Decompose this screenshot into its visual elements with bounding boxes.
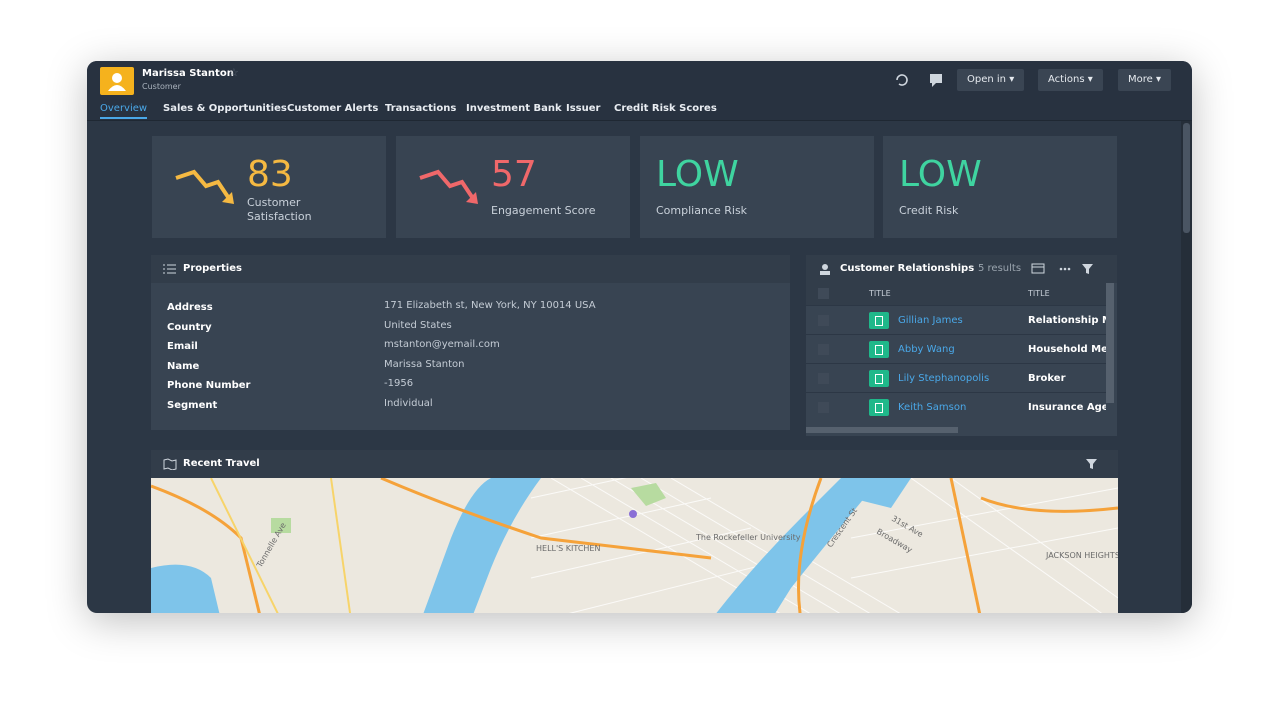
kpi-label: Customer Satisfaction: [247, 196, 312, 223]
column-header[interactable]: TITLE: [869, 289, 891, 298]
avatar: [100, 67, 134, 95]
kpi-value: 83: [247, 154, 293, 195]
table-row[interactable]: Lily Stephanopolis Broker: [806, 363, 1106, 392]
table-row[interactable]: Gillian James Relationship Ma: [806, 305, 1106, 334]
relationship-title: Insurance Agen: [1028, 402, 1106, 413]
checkbox[interactable]: [818, 344, 829, 355]
tab[interactable]: Investment Bank: [466, 103, 562, 114]
property-value: Individual: [384, 398, 433, 409]
property-label: Country: [167, 321, 212, 333]
document-glyph: [875, 316, 883, 326]
property-label: Email: [167, 341, 198, 353]
relationship-title: Relationship Ma: [1028, 315, 1106, 326]
list-icon: [163, 264, 176, 274]
kpi-card: 57 Engagement Score: [396, 136, 630, 238]
map-label: JACKSON HEIGHTS: [1045, 551, 1118, 560]
kpi-value: LOW: [899, 154, 982, 195]
more-button[interactable]: More ▾: [1118, 69, 1171, 91]
scroll-thumb[interactable]: [1106, 283, 1114, 403]
scroll-thumb[interactable]: [806, 427, 958, 433]
property-label: Address: [167, 302, 213, 313]
tab[interactable]: Sales & Opportunities: [163, 103, 287, 114]
property-value: Marissa Stanton: [384, 358, 465, 370]
property-label: Name: [167, 360, 200, 372]
favorite-star[interactable]: ☆: [229, 66, 239, 79]
avatar-icon: [108, 73, 126, 91]
open-in-button[interactable]: Open in ▾: [957, 69, 1025, 91]
map-label: HELL'S KITCHEN: [536, 544, 600, 553]
map-icon: [163, 458, 177, 470]
kpi-label: Engagement Score: [491, 204, 596, 217]
document-icon: [869, 370, 889, 387]
property-label: Phone Number: [167, 380, 251, 392]
header-bar: Marissa Stanton ☆ Customer Open in ▾ Act…: [87, 61, 1192, 121]
panel-title: Customer Relationships: [840, 263, 975, 274]
property-value: -1956: [384, 378, 414, 390]
result-count: 5 results: [978, 263, 1022, 274]
actions-button[interactable]: Actions ▾: [1038, 69, 1103, 91]
tab[interactable]: Transactions: [385, 103, 457, 114]
tab[interactable]: Overview: [100, 103, 148, 119]
table-header: TITLE TITLE: [806, 283, 1106, 305]
relationships-panel: Customer Relationships 5 results TITLE TI…: [806, 255, 1117, 436]
app-window: Marissa Stanton ☆ Customer Open in ▾ Act…: [87, 61, 1192, 613]
map[interactable]: HELL'S KITCHEN The Rockefeller Universit…: [151, 478, 1118, 613]
relationship-name[interactable]: Lily Stephanopolis: [898, 373, 990, 384]
scrollbar[interactable]: [1181, 121, 1192, 613]
checkbox[interactable]: [818, 315, 829, 326]
relationship-name[interactable]: Abby Wang: [898, 344, 955, 355]
panel-title: Properties: [183, 263, 242, 274]
relationship-name[interactable]: Keith Samson: [898, 402, 967, 413]
property-value: mstanton@yemail.com: [384, 339, 500, 351]
properties-panel: Properties Address 171 Elizabeth st, New …: [151, 255, 790, 430]
tab[interactable]: Credit Risk Scores: [614, 103, 717, 114]
checkbox[interactable]: [818, 402, 829, 413]
kpi-card: LOW Compliance Risk: [640, 136, 874, 238]
kpi-value: LOW: [656, 154, 739, 195]
button-label: Open in: [967, 74, 1007, 85]
header-icons[interactable]: [893, 71, 953, 89]
document-glyph: [875, 345, 883, 355]
tab[interactable]: Issuer: [566, 103, 601, 114]
table-row[interactable]: Abby Wang Household Men: [806, 334, 1106, 363]
relationship-title: Household Men: [1028, 344, 1106, 355]
relationship-name[interactable]: Gillian James: [898, 315, 963, 326]
filter-icon[interactable]: [1086, 458, 1098, 470]
table-row[interactable]: Keith Samson Insurance Agen: [806, 392, 1106, 421]
relationship-title: Broker: [1028, 373, 1066, 384]
document-glyph: [875, 374, 883, 384]
button-label: More: [1128, 74, 1153, 85]
tab[interactable]: Customer Alerts: [287, 103, 379, 114]
customer-type: Customer: [142, 82, 181, 91]
checkbox[interactable]: [818, 373, 829, 384]
people-icon: [820, 264, 830, 275]
property-label: Segment: [167, 400, 218, 411]
trend-icon: [175, 169, 234, 204]
customer-name: Marissa Stanton: [142, 68, 234, 79]
document-icon: [869, 399, 889, 416]
panel-title: Recent Travel: [183, 458, 260, 469]
panel-tools[interactable]: [1031, 262, 1111, 276]
panel-header: Recent Travel: [151, 450, 1118, 478]
kpi-label: Compliance Risk: [656, 204, 748, 217]
kpi-value: 57: [491, 154, 537, 195]
button-label: Actions: [1048, 74, 1085, 85]
document-icon: [869, 312, 889, 329]
trend-icon: [419, 169, 478, 204]
property-value: 171 Elizabeth st, New York, NY 10014 USA: [384, 300, 596, 311]
scroll-thumb[interactable]: [1183, 123, 1190, 233]
map-label: The Rockefeller University: [695, 533, 801, 542]
panel-header: Properties: [151, 255, 790, 283]
travel-panel: Recent Travel HELL'S KITCHEN The Rockefe…: [151, 450, 1118, 613]
kpi-label: Credit Risk: [899, 204, 959, 217]
column-header[interactable]: TITLE: [1028, 289, 1050, 298]
kpi-card: LOW Credit Risk: [883, 136, 1117, 238]
kpi-card: 83 Customer Satisfaction: [152, 136, 386, 238]
document-glyph: [875, 403, 883, 413]
property-value: United States: [384, 319, 452, 331]
checkbox[interactable]: [818, 288, 829, 299]
document-icon: [869, 341, 889, 358]
